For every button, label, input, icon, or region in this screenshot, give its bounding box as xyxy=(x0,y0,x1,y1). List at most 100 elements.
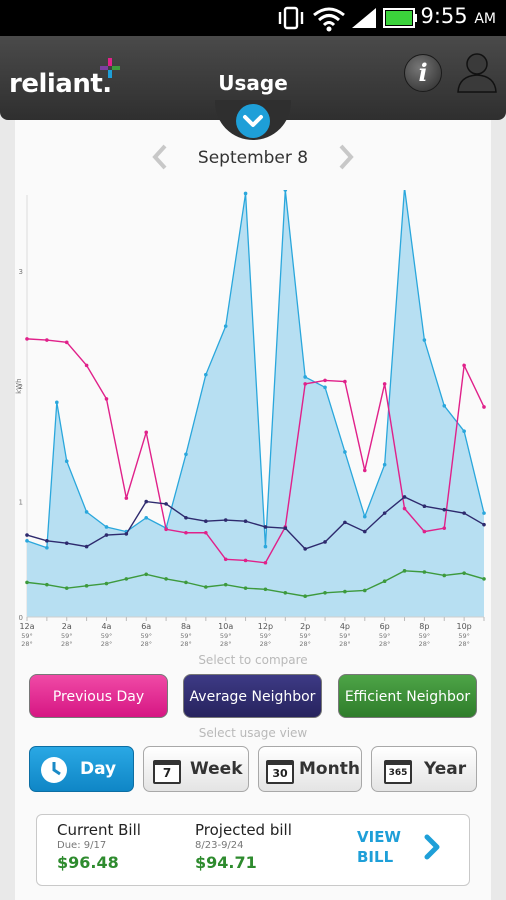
day-view-label: Day xyxy=(80,759,117,779)
y-tick-label: 0 xyxy=(19,614,23,622)
average_neighbor-point xyxy=(104,533,109,537)
efficient_neighbor-point xyxy=(164,577,168,581)
view-bill-link[interactable]: VIEW BILL xyxy=(357,828,401,866)
x-tick-temp-low: 28° xyxy=(379,640,391,648)
month-view-button[interactable]: 30 Month xyxy=(258,746,362,792)
bill-summary-card[interactable]: Current Bill Due: 9/17 $96.48 Projected … xyxy=(36,814,470,886)
usage-point xyxy=(482,511,486,515)
usage-point xyxy=(303,375,307,379)
x-tick-label: 8a xyxy=(181,622,191,631)
average_neighbor-point xyxy=(124,532,129,536)
x-tick-temp-high: 59° xyxy=(140,632,152,640)
previous-date-arrow-icon[interactable] xyxy=(150,142,170,172)
previous_day-point xyxy=(263,560,268,565)
usage-point xyxy=(84,510,89,514)
usage-point xyxy=(104,525,109,529)
projected-bill: Projected bill 8/23-9/24 $94.71 xyxy=(195,821,292,872)
efficient_neighbor-point xyxy=(362,588,367,593)
efficient_neighbor-point xyxy=(422,570,427,574)
previous_day-point xyxy=(104,397,109,401)
x-tick-temp-low: 28° xyxy=(61,640,73,648)
projected-bill-period: 8/23-9/24 xyxy=(195,840,244,851)
average-neighbor-button[interactable]: Average Neighbor xyxy=(183,674,322,718)
usage-view-caption: Select usage view xyxy=(198,726,308,740)
x-tick-temp-high: 59° xyxy=(339,632,351,640)
average_neighbor-line xyxy=(26,496,485,550)
previous_day-point xyxy=(124,496,129,500)
average_neighbor-point xyxy=(402,495,407,499)
usage-point xyxy=(223,324,228,328)
efficient-neighbor-button[interactable]: Efficient Neighbor xyxy=(338,674,477,718)
efficient_neighbor-line xyxy=(26,570,485,597)
previous-day-button[interactable]: Previous Day xyxy=(29,674,168,718)
chevron-down-button[interactable] xyxy=(236,104,270,138)
efficient_neighbor-point xyxy=(482,577,486,581)
usage-point xyxy=(45,545,49,550)
efficient_neighbor-point xyxy=(223,582,228,587)
previous_day-point xyxy=(462,363,466,368)
x-tick-temp-low: 28° xyxy=(458,640,470,648)
current-bill-due: Due: 9/17 xyxy=(57,840,107,851)
reliant-logo: reliant. xyxy=(9,69,112,99)
current-bill-amount: $96.48 xyxy=(57,853,119,872)
previous_day-point xyxy=(422,529,427,534)
y-tick-label: 3 xyxy=(19,268,23,276)
year-view-button[interactable]: 365 Year xyxy=(371,746,477,792)
date-label: September 8 xyxy=(197,148,309,168)
average_neighbor-point xyxy=(64,541,69,545)
clock-icon xyxy=(41,757,67,783)
date-navigation: September 8 xyxy=(0,144,506,170)
efficient_neighbor-point xyxy=(283,590,288,595)
month-view-label: Month xyxy=(299,759,360,779)
x-tick-temp-high: 59° xyxy=(379,632,391,640)
calendar-icon: 30 xyxy=(266,760,294,784)
average_neighbor-point xyxy=(382,511,387,515)
y-tick-label: 1 xyxy=(19,499,23,507)
week-view-button[interactable]: 7 Week xyxy=(143,746,249,792)
usage-point xyxy=(422,338,427,342)
efficient_neighbor-point xyxy=(303,594,307,599)
next-date-arrow-icon[interactable] xyxy=(336,142,356,172)
average_neighbor-point xyxy=(283,526,288,530)
efficient_neighbor-point xyxy=(104,581,109,586)
current-bill: Current Bill Due: 9/17 $96.48 xyxy=(57,821,141,872)
previous_day-point xyxy=(204,530,208,535)
y-axis-label: kWh xyxy=(15,378,23,393)
user-profile-icon[interactable] xyxy=(455,50,499,94)
usage-point xyxy=(323,385,327,390)
x-tick-label: 2a xyxy=(62,622,72,631)
previous_day-point xyxy=(382,382,387,386)
x-tick-temp-low: 28° xyxy=(140,640,152,648)
chevron-right-icon[interactable] xyxy=(422,833,442,861)
usage-point xyxy=(55,400,59,405)
previous_day-point xyxy=(442,526,447,530)
x-tick-temp-high: 59° xyxy=(21,632,33,640)
efficient_neighbor-point xyxy=(204,585,208,589)
efficient_neighbor-point xyxy=(343,589,347,594)
x-tick-label: 8p xyxy=(419,622,429,631)
average_neighbor-point xyxy=(303,547,307,551)
day-view-button[interactable]: Day xyxy=(29,746,134,792)
efficient_neighbor-point xyxy=(402,569,407,573)
x-tick-temp-high: 59° xyxy=(458,632,470,640)
info-button[interactable]: i xyxy=(404,54,442,92)
usage-point xyxy=(462,429,466,433)
x-tick-temp-high: 59° xyxy=(419,632,431,640)
compare-caption: Select to compare xyxy=(198,653,308,667)
x-tick-temp-low: 28° xyxy=(260,640,272,648)
current-bill-title: Current Bill xyxy=(57,821,141,839)
efficient_neighbor-point xyxy=(84,584,89,588)
x-tick-temp-high: 59° xyxy=(260,632,272,640)
calendar-icon: 365 xyxy=(384,760,412,784)
usage-point xyxy=(25,539,29,543)
signal-icon xyxy=(352,8,376,28)
x-tick-temp-high: 59° xyxy=(220,632,232,640)
chevron-down-icon xyxy=(243,115,263,127)
efficient_neighbor-point xyxy=(263,587,268,592)
x-tick-label: 10a xyxy=(218,622,233,631)
previous_day-point xyxy=(184,530,188,535)
usage-point xyxy=(64,459,69,464)
average_neighbor-point xyxy=(442,507,447,512)
usage-chart: 0123kWh12a59°28°2a59°28°4a59°28°6a59°28°… xyxy=(15,190,486,648)
previous_day-point xyxy=(84,363,89,368)
